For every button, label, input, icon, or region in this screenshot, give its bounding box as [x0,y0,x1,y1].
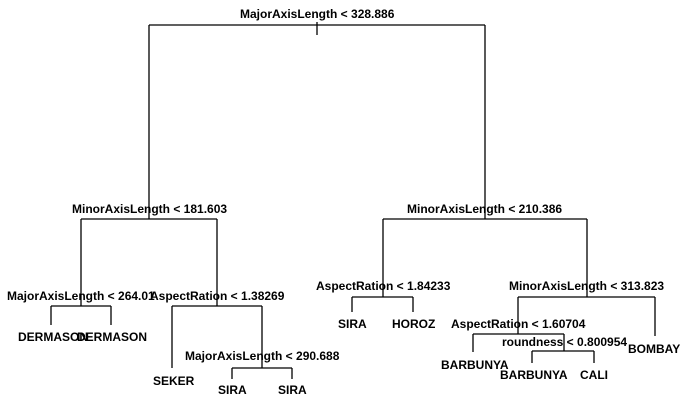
split-label-right-right-left: AspectRation < 1.60704 [451,317,586,331]
split-label-right-right-left-right: roundness < 0.800954 [502,335,628,349]
split-label-left-right-right: MajorAxisLength < 290.688 [185,349,340,363]
leaf-label-l4: SIRA [218,383,247,397]
split-label-right-right: MinorAxisLength < 313.823 [509,279,665,293]
leaf-label-l1: DERMASON [18,330,89,344]
leaf-label-l11: BOMBAY [628,342,681,356]
leaf-label-l8: BARBUNYA [441,358,509,372]
leaf-label-l5: SIRA [278,383,307,397]
leaf-label-l6: SIRA [338,317,367,331]
leaf-label-l9: BARBUNYA [500,368,568,382]
leaf-label-l2: DERMASON [77,330,148,344]
split-label-left-left: MajorAxisLength < 264.01 [7,289,155,303]
leaf-label-l3: SEKER [153,374,195,388]
split-label-right: MinorAxisLength < 210.386 [407,202,563,216]
split-label-left: MinorAxisLength < 181.603 [72,202,228,216]
split-label-root: MajorAxisLength < 328.886 [240,7,395,21]
split-label-left-right: AspectRation < 1.38269 [150,289,285,303]
leaf-label-l7: HOROZ [392,317,436,331]
split-label-right-left: AspectRation < 1.84233 [316,279,451,293]
leaf-label-l10: CALI [580,368,608,382]
